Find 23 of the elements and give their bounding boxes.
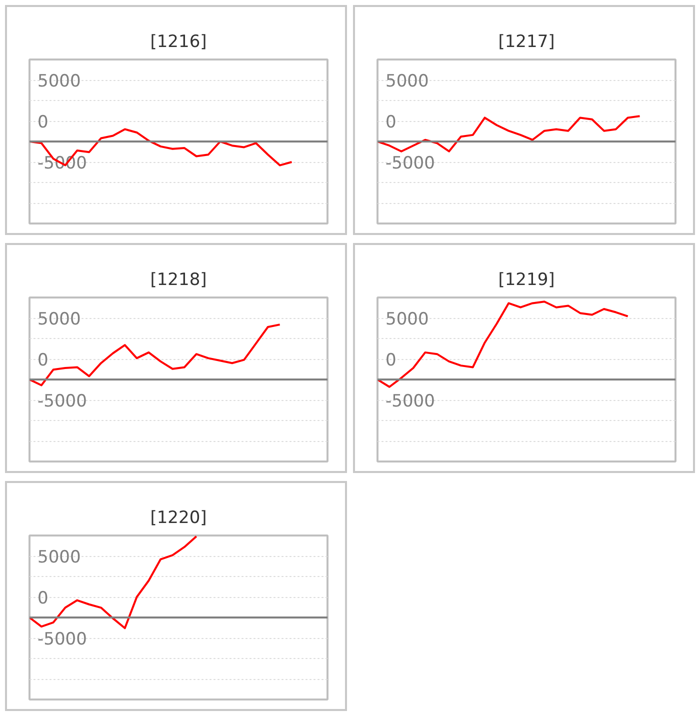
line-series xyxy=(378,300,629,388)
y-tick-label: 0 xyxy=(38,112,48,132)
y-tick-label: 0 xyxy=(386,350,396,370)
y-tick-label: -5000 xyxy=(386,154,435,174)
y-tick-label: -5000 xyxy=(386,392,435,412)
chart-title: [1217] xyxy=(498,32,555,52)
line-series xyxy=(30,324,281,386)
chart-title: [1219] xyxy=(498,270,555,290)
y-tick-label: 5000 xyxy=(386,310,429,330)
y-tick-label: -5000 xyxy=(38,630,87,650)
chart-title: [1216] xyxy=(150,32,207,52)
chart-title: [1220] xyxy=(150,508,207,528)
y-tick-label: 5000 xyxy=(386,72,429,92)
y-tick-label: 5000 xyxy=(38,310,81,330)
chart-title: [1218] xyxy=(150,270,207,290)
y-tick-label: 5000 xyxy=(38,72,81,92)
y-tick-label: 5000 xyxy=(38,548,81,568)
line-series xyxy=(30,536,198,630)
line-series xyxy=(378,115,641,152)
y-tick-label: 0 xyxy=(38,350,48,370)
y-tick-label: -5000 xyxy=(38,392,87,412)
y-tick-label: 0 xyxy=(38,588,48,608)
y-tick-label: 0 xyxy=(386,112,396,132)
